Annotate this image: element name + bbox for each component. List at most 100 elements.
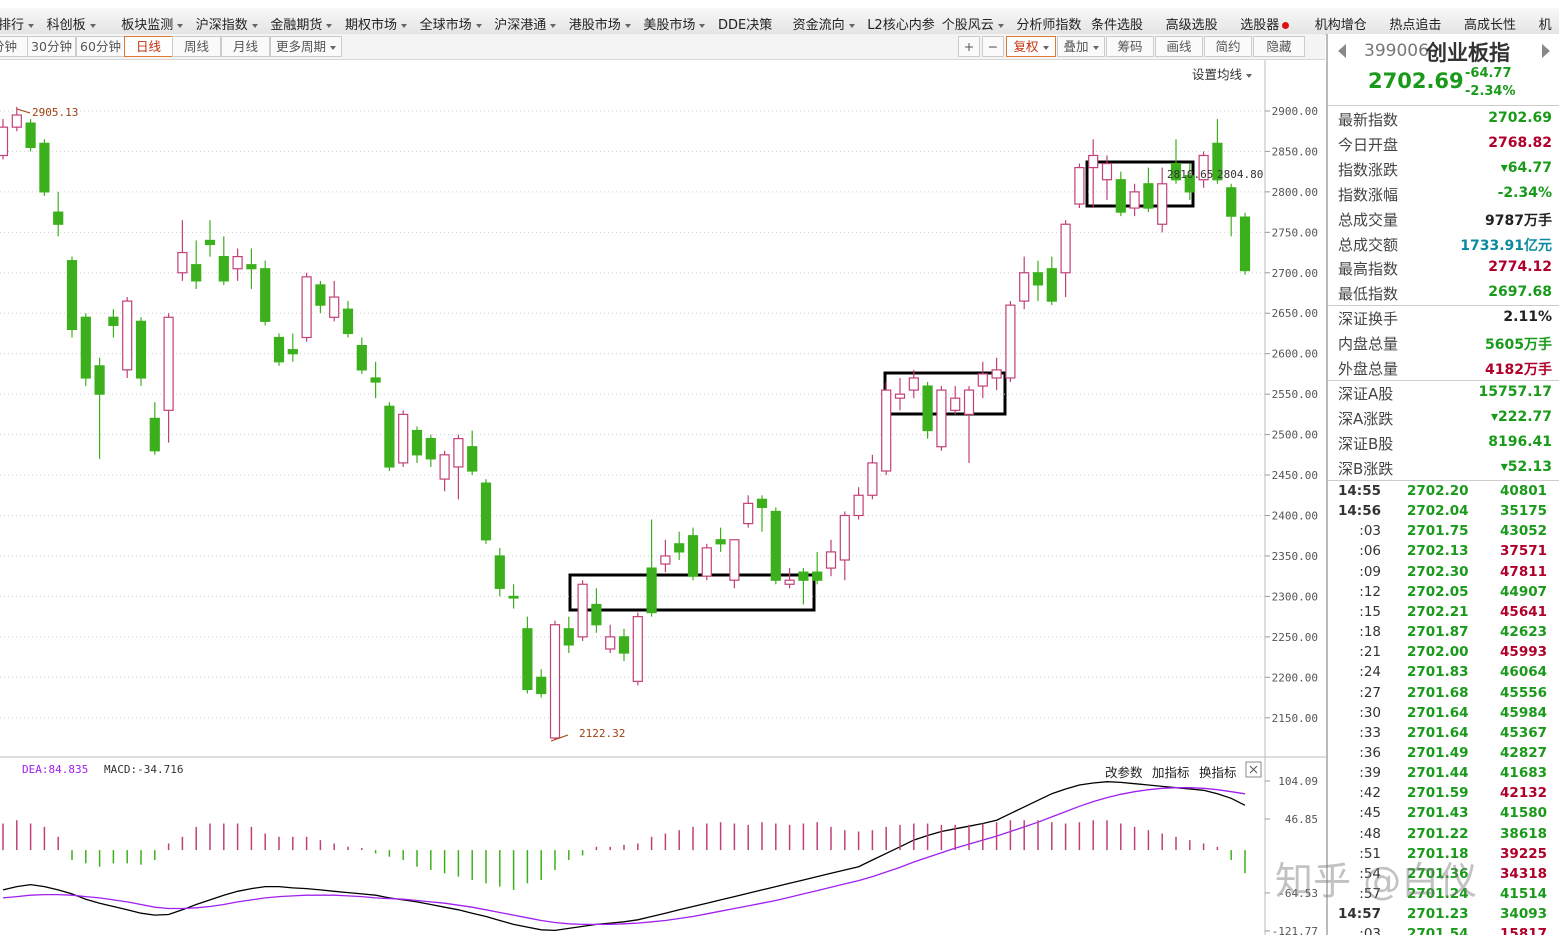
- menu-item[interactable]: 期权市场: [345, 14, 407, 33]
- candle-body: [384, 405, 395, 468]
- trade-price: 2701.68: [1407, 684, 1469, 701]
- candle-body: [246, 264, 257, 270]
- stat-value: 8196.41: [1488, 433, 1552, 450]
- menu-item[interactable]: 热点追击: [1389, 18, 1442, 33]
- menu-item[interactable]: 个股风云: [942, 14, 1004, 33]
- trade-volume: 43052: [1500, 523, 1547, 540]
- candle-body: [632, 616, 643, 682]
- tool-button[interactable]: 复权: [1006, 36, 1056, 57]
- tool-button[interactable]: +: [958, 36, 980, 57]
- trade-price: 2701.44: [1407, 765, 1469, 782]
- menu-item[interactable]: 排行: [0, 14, 34, 33]
- candle-body: [439, 454, 450, 480]
- tool-button[interactable]: −: [982, 36, 1004, 57]
- menu-item[interactable]: 美股市场: [643, 14, 705, 33]
- trade-price: 2701.49: [1407, 744, 1469, 761]
- ma-setting[interactable]: 设置均线: [1192, 64, 1252, 83]
- period-tab[interactable]: 月线: [221, 36, 270, 57]
- candle-body: [1046, 268, 1057, 302]
- candle-body: [729, 539, 740, 581]
- candle-body: [674, 543, 685, 553]
- candle-body: [936, 389, 947, 448]
- y-tick-label: 2500.00: [1272, 429, 1318, 442]
- period-tab[interactable]: 60分钟: [76, 36, 125, 57]
- candle-body: [812, 571, 823, 581]
- trade-time: :57: [1359, 886, 1381, 902]
- candle-body: [881, 389, 892, 472]
- menu-item[interactable]: 沪深港通: [494, 14, 556, 33]
- stat-value: 4182万手: [1485, 362, 1552, 378]
- candle-body: [549, 624, 561, 739]
- candle-body: [1212, 142, 1223, 181]
- candle-body: [94, 365, 105, 395]
- period-tab[interactable]: 周线: [172, 36, 221, 57]
- menu-item[interactable]: 分析师指数: [1016, 18, 1082, 33]
- trade-volume: 34093: [1500, 906, 1547, 923]
- candle-body: [950, 397, 961, 411]
- trade-volume: 41514: [1500, 886, 1547, 902]
- candle-body: [39, 142, 50, 193]
- menu-item[interactable]: 科创板: [47, 14, 96, 33]
- menu-item[interactable]: 沪深指数: [196, 14, 258, 33]
- trade-price: 2701.64: [1407, 724, 1469, 741]
- y-tick-label: 2900.00: [1272, 105, 1318, 118]
- trade-volume: 45641: [1500, 603, 1547, 620]
- candle-body: [1198, 154, 1209, 181]
- y-tick-label: 2350.00: [1272, 550, 1318, 563]
- tool-button[interactable]: 筹码: [1106, 36, 1154, 57]
- next-arrow[interactable]: [1542, 44, 1550, 58]
- menu-item[interactable]: DDE决策: [718, 18, 773, 33]
- stat-value: 15757.17: [1478, 383, 1552, 400]
- candle-body: [1226, 187, 1237, 217]
- period-tab[interactable]: 更多周期: [270, 36, 342, 57]
- menu-item[interactable]: 全球市场: [420, 14, 482, 33]
- indicator-button[interactable]: 改参数: [1105, 765, 1143, 780]
- candle-body: [618, 636, 630, 654]
- stat-label: 最高指数: [1338, 260, 1399, 279]
- price-annotation: 2810.65: [1167, 168, 1213, 181]
- menu-item[interactable]: L2核心内参: [867, 18, 935, 33]
- menu-item[interactable]: 选股器: [1240, 14, 1290, 33]
- menu-item[interactable]: 机构增仓: [1314, 18, 1367, 33]
- menu-item[interactable]: 高级选股: [1165, 18, 1218, 33]
- candle-body: [1143, 183, 1154, 209]
- trade-volume: 42132: [1500, 785, 1547, 802]
- candle-body: [1019, 272, 1030, 302]
- menu-item[interactable]: 金融期货: [270, 14, 332, 33]
- candle-body: [591, 603, 602, 626]
- candle-body: [536, 676, 547, 695]
- prev-arrow[interactable]: [1338, 44, 1346, 58]
- stat-value: 2768.82: [1488, 134, 1552, 151]
- stock-name: 创业板指: [1426, 41, 1510, 65]
- indicator-button[interactable]: 换指标: [1199, 765, 1237, 780]
- tool-button[interactable]: 简约: [1204, 36, 1252, 57]
- trade-time: :48: [1359, 825, 1381, 842]
- y-tick-label: 2850.00: [1272, 145, 1318, 158]
- menu-item[interactable]: 板块监测: [121, 14, 183, 33]
- menu-item[interactable]: 条件选股: [1091, 18, 1144, 33]
- last-price: 2702.69: [1368, 69, 1464, 93]
- trade-price: 2701.23: [1407, 906, 1469, 923]
- indicator-button[interactable]: 加指标: [1152, 765, 1190, 780]
- tool-button[interactable]: 隐藏: [1253, 36, 1305, 57]
- y-tick-label: 2200.00: [1272, 671, 1318, 684]
- tool-button[interactable]: 画线: [1155, 36, 1203, 57]
- candle-body: [149, 417, 160, 452]
- menu-item[interactable]: 高成长性: [1464, 18, 1517, 33]
- menu-item[interactable]: 港股市场: [569, 14, 631, 33]
- stat-value: -2.34%: [1497, 184, 1552, 201]
- candle-body: [122, 300, 133, 371]
- period-tab[interactable]: 30分钟: [27, 36, 76, 57]
- stat-label: 深证换手: [1338, 310, 1399, 329]
- separator: [1328, 380, 1559, 381]
- tool-button[interactable]: 叠加: [1057, 36, 1105, 57]
- price-annotation: 2804.80: [1217, 168, 1263, 181]
- trade-volume: 38618: [1500, 825, 1547, 842]
- candle-body: [1115, 179, 1126, 213]
- menu-item[interactable]: 资金流向: [793, 14, 855, 33]
- candle-body: [467, 446, 478, 472]
- candle-body: [701, 547, 712, 577]
- trade-volume: 42623: [1500, 624, 1547, 641]
- trade-volume: 37571: [1500, 543, 1547, 560]
